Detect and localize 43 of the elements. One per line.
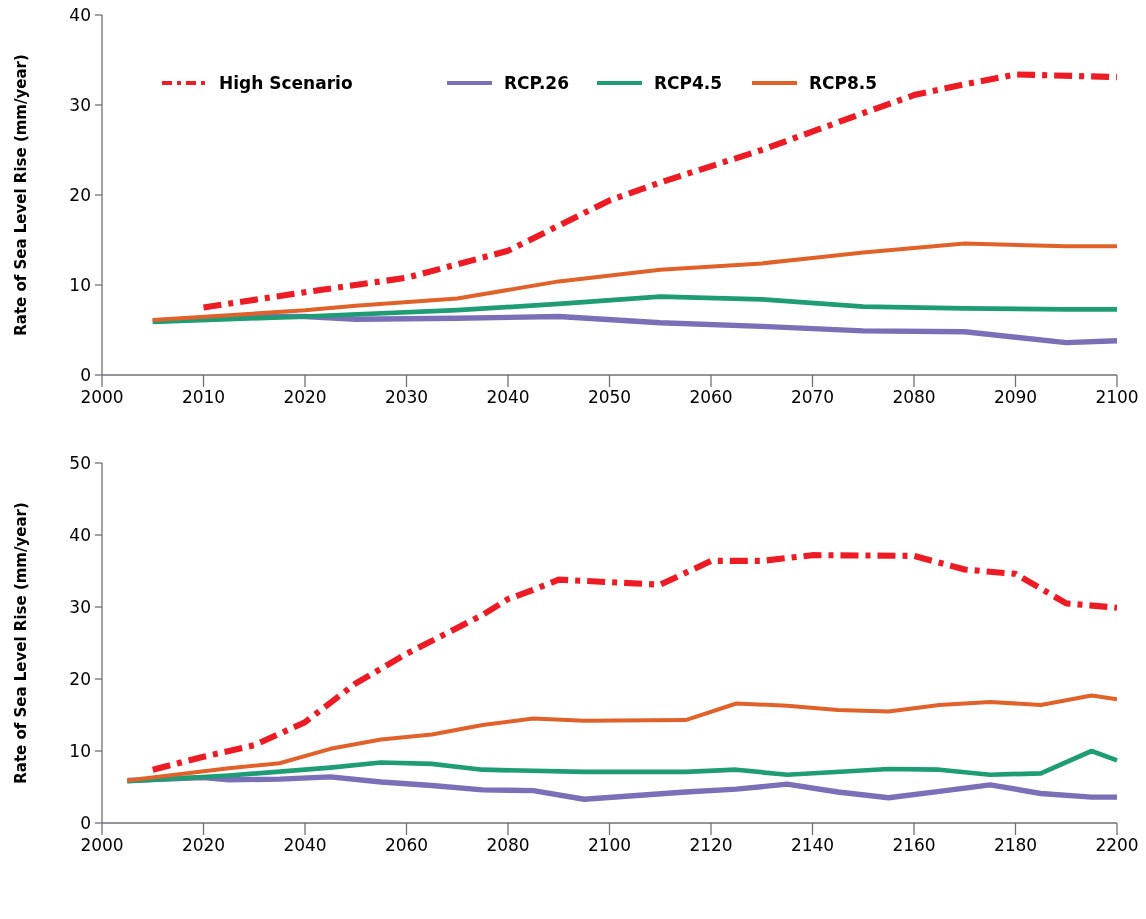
y-tick-label: 30 <box>69 596 91 617</box>
x-tick-label: 2020 <box>181 835 226 855</box>
x-tick-label: 2140 <box>790 835 835 855</box>
x-tick-label: 2160 <box>892 835 936 855</box>
x-tick-label: 2100 <box>1095 387 1139 407</box>
x-tick-label: 2000 <box>80 835 124 855</box>
x-tick-label: 2010 <box>181 387 226 407</box>
x-tick-label: 2020 <box>283 387 327 407</box>
x-tick-label: 2030 <box>384 387 429 407</box>
y-tick-label: 40 <box>69 4 91 25</box>
x-tick-label: 2060 <box>384 835 429 855</box>
legend-label: High Scenario <box>219 72 353 93</box>
line-series <box>150 294 1120 325</box>
x-tick-label: 2090 <box>993 387 1038 407</box>
x-tick-label: 2040 <box>486 387 530 407</box>
y-tick-label: 30 <box>69 94 91 115</box>
line-series <box>150 241 1119 323</box>
y-tick-label: 50 <box>69 452 91 473</box>
x-tick-label: 2080 <box>892 387 936 407</box>
x-tick-label: 2180 <box>993 835 1038 855</box>
x-tick-label: 2050 <box>587 387 632 407</box>
legend-label: RCP.26 <box>504 72 570 93</box>
x-tick-label: 2200 <box>1095 835 1139 855</box>
y-tick-label: 0 <box>80 812 91 833</box>
y-axis-title: Rate of Sea Level Rise (mm/year) <box>12 502 30 784</box>
y-tick-label: 10 <box>69 274 91 295</box>
x-tick-label: 2100 <box>587 835 632 855</box>
y-axis-title: Rate of Sea Level Rise (mm/year) <box>12 54 30 336</box>
x-tick-label: 2040 <box>283 835 327 855</box>
x-tick-label: 2070 <box>790 387 835 407</box>
x-tick-label: 2060 <box>689 387 733 407</box>
line-series <box>125 748 1120 784</box>
x-tick-label: 2120 <box>689 835 733 855</box>
y-tick-label: 10 <box>69 740 91 761</box>
y-tick-label: 40 <box>69 524 91 545</box>
line-series <box>125 693 1119 783</box>
y-tick-label: 0 <box>80 364 91 385</box>
legend-label: RCP8.5 <box>809 72 878 93</box>
legend-label: RCP4.5 <box>654 72 723 93</box>
x-tick-label: 2080 <box>486 835 530 855</box>
y-tick-label: 20 <box>69 184 91 205</box>
y-tick-label: 20 <box>69 668 91 689</box>
x-tick-label: 2000 <box>80 387 124 407</box>
